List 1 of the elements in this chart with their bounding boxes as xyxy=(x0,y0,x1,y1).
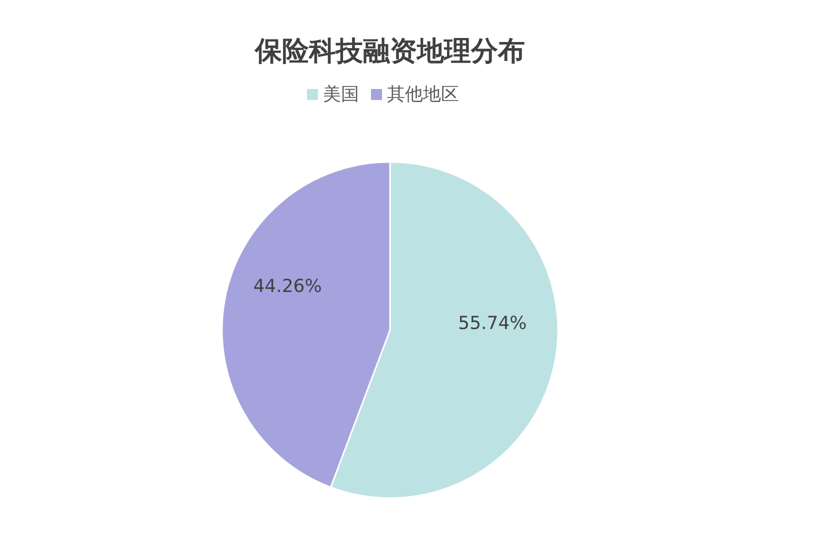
title: 保险科技融资地理分布 xyxy=(255,36,525,67)
